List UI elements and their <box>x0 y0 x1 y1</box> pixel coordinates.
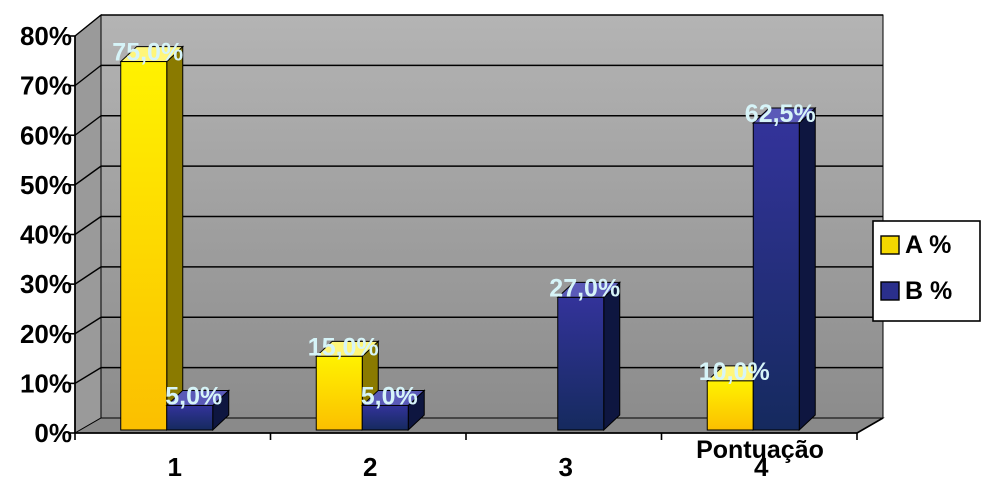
gridline-side <box>74 165 102 186</box>
data-label: 15,0% <box>308 333 379 361</box>
bar <box>315 355 363 431</box>
legend-label: B % <box>905 277 952 305</box>
x-axis-title: Pontuação <box>696 436 824 464</box>
data-label: 27,0% <box>549 274 620 302</box>
gridline-side <box>74 64 102 87</box>
y-tick-label: 40% <box>20 220 72 250</box>
bar-side <box>798 106 816 432</box>
x-tick-label: 3 <box>559 452 573 479</box>
x-axis-end <box>856 417 884 434</box>
gridline-side <box>74 316 102 335</box>
bar-side <box>166 45 184 432</box>
data-label: 5,0% <box>361 382 418 410</box>
y-tick-label: 20% <box>20 319 72 349</box>
x-tick-label: 4 <box>754 452 769 479</box>
data-label: 75,0% <box>112 39 183 67</box>
bar <box>557 296 605 431</box>
bar <box>361 404 409 431</box>
gridline-side <box>74 115 102 136</box>
y-tick-label: 10% <box>20 368 72 398</box>
legend-label: A % <box>905 231 951 259</box>
y-tick-label: 60% <box>20 120 72 150</box>
data-label: 5,0% <box>165 382 222 410</box>
y-tick-label: 70% <box>20 71 72 101</box>
legend-swatch <box>880 235 900 255</box>
y-tick-label: 50% <box>20 170 72 200</box>
bar <box>120 61 168 431</box>
bar <box>752 122 800 431</box>
gridline-side <box>74 215 102 236</box>
data-label: 10,0% <box>699 358 770 386</box>
data-label: 62,5% <box>745 100 816 128</box>
x-tick-label: 2 <box>363 452 377 479</box>
gridline-side <box>74 367 102 384</box>
y-tick-label: 0% <box>34 418 72 448</box>
x-tick-label: 1 <box>168 452 182 479</box>
bar-side <box>603 281 621 432</box>
y-tick-label: 30% <box>20 269 72 299</box>
bar <box>166 404 214 431</box>
bar <box>706 380 754 431</box>
y-tick-label: 80% <box>20 21 72 51</box>
gridline-side <box>74 266 102 285</box>
legend-swatch <box>880 281 900 301</box>
gridline-side <box>74 14 102 37</box>
